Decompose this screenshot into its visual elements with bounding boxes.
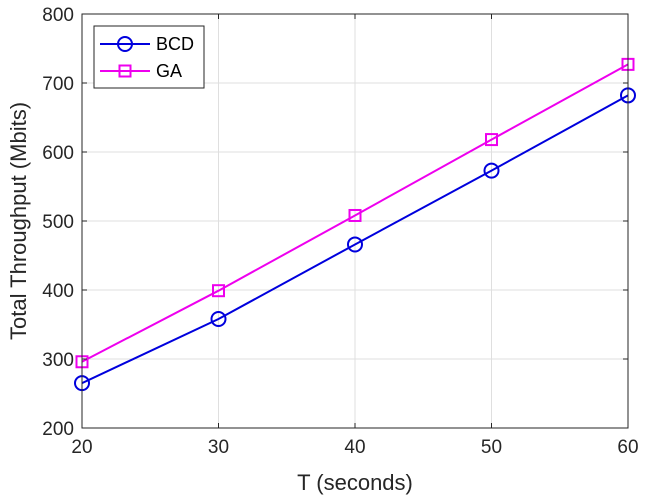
legend-entry-bcd: BCD: [100, 34, 194, 54]
data-point-square: [118, 64, 132, 78]
y-tick-label: 300: [42, 350, 74, 371]
series-line: [81, 94, 629, 385]
axis-ticks: 20 30 40 50 60 200 300 400 500 600 700 800: [42, 5, 638, 458]
series-line: [81, 63, 629, 363]
legend: BCD GA: [93, 25, 205, 89]
data-point-circle: [347, 236, 363, 253]
x-tick-label: 50: [481, 437, 502, 458]
y-tick-label: 700: [42, 74, 74, 95]
legend-label: GA: [156, 61, 182, 81]
y-tick-label: 400: [42, 281, 74, 302]
series-bcd: [74, 87, 636, 392]
x-axis-label: T (seconds): [297, 470, 413, 495]
legend-label: BCD: [156, 34, 194, 54]
y-tick-label: 600: [42, 143, 74, 164]
data-point-square: [485, 133, 498, 147]
y-axis-label: Total Throughput (Mbits): [6, 102, 31, 340]
legend-box: [93, 25, 205, 89]
y-tick-label: 500: [42, 212, 74, 233]
x-tick-label: 40: [344, 437, 365, 458]
x-tick-label: 20: [71, 437, 92, 458]
data-point-circle: [483, 162, 500, 179]
x-tick-label: 30: [208, 437, 229, 458]
x-tick-label: 60: [617, 437, 638, 458]
data-point-circle: [210, 310, 227, 327]
y-tick-label: 800: [42, 5, 74, 26]
legend-entry-ga: GA: [100, 61, 182, 81]
data-point-circle: [117, 36, 133, 52]
data-point-square: [212, 284, 225, 298]
y-tick-label: 200: [42, 419, 74, 440]
data-point-square: [348, 208, 362, 222]
